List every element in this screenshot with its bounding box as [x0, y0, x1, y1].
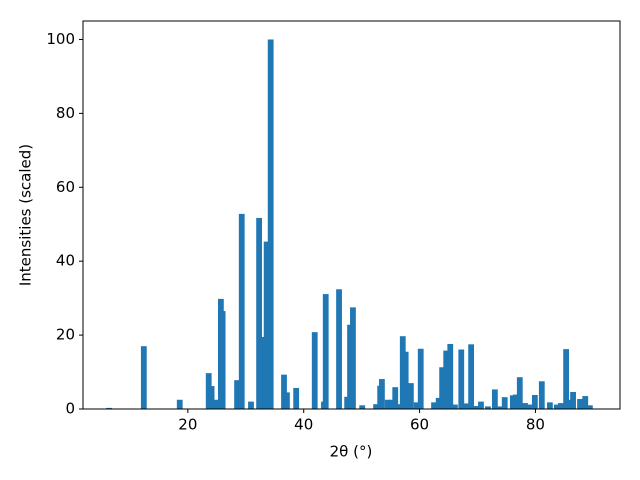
- bar: [570, 392, 576, 409]
- x-tick-label: 60: [410, 416, 429, 434]
- bar: [176, 399, 183, 409]
- bar: [263, 241, 270, 409]
- x-tick-label: 20: [178, 416, 197, 434]
- bar: [219, 311, 226, 409]
- plot-frame: [82, 20, 621, 410]
- y-tick-label: 80: [56, 104, 75, 122]
- y-tick-label: 0: [65, 400, 75, 418]
- bar: [350, 307, 356, 409]
- bar: [399, 336, 406, 409]
- bar: [379, 379, 385, 409]
- bar: [522, 403, 528, 409]
- bar: [553, 404, 560, 409]
- bar: [458, 349, 465, 409]
- bar: [566, 399, 572, 409]
- bar: [293, 387, 300, 409]
- x-tick-label: 40: [294, 416, 313, 434]
- bar: [384, 399, 391, 409]
- bar: [373, 404, 380, 409]
- bar: [212, 399, 219, 409]
- bar: [439, 367, 446, 409]
- bar: [281, 374, 287, 409]
- bar: [582, 396, 589, 409]
- bar: [491, 389, 498, 409]
- bar: [106, 407, 112, 409]
- bar: [431, 402, 437, 409]
- bar: [392, 387, 399, 409]
- bar: [359, 405, 366, 409]
- bar: [497, 406, 503, 409]
- bar: [267, 39, 274, 409]
- bar: [322, 294, 329, 409]
- bar: [238, 213, 245, 409]
- y-tick-label: 60: [56, 178, 75, 196]
- bar: [512, 394, 519, 409]
- bar: [256, 217, 262, 409]
- bar: [485, 406, 491, 409]
- bar: [417, 348, 424, 409]
- bar: [388, 399, 395, 409]
- bar: [586, 405, 593, 409]
- y-axis-label: Intensities (scaled): [17, 144, 35, 286]
- bar: [407, 383, 414, 409]
- bar: [516, 377, 523, 409]
- bar: [395, 404, 402, 409]
- x-tick-label: 80: [526, 416, 545, 434]
- bar: [563, 349, 570, 409]
- bar: [248, 401, 254, 409]
- bar: [463, 403, 469, 409]
- bar: [140, 346, 147, 409]
- bar: [234, 380, 240, 409]
- y-tick-label: 20: [56, 326, 75, 344]
- bar: [547, 402, 553, 409]
- bar: [284, 392, 290, 409]
- bar: [447, 343, 454, 409]
- y-tick-label: 40: [56, 252, 75, 270]
- bar: [577, 399, 583, 409]
- bar: [468, 344, 475, 409]
- bar: [501, 397, 508, 409]
- bar: [531, 394, 538, 409]
- bar: [208, 386, 215, 409]
- bar: [413, 402, 420, 409]
- bar: [526, 404, 532, 409]
- x-axis-label: 2θ (°): [330, 443, 373, 461]
- bar: [538, 381, 545, 409]
- bar: [558, 403, 564, 409]
- bar: [347, 324, 353, 409]
- bar: [452, 404, 458, 409]
- bar: [478, 401, 484, 409]
- bar: [311, 332, 318, 409]
- bar: [435, 397, 442, 409]
- bar: [336, 289, 342, 409]
- bar: [443, 350, 450, 409]
- y-tick-label: 100: [46, 30, 75, 48]
- bar: [402, 351, 409, 409]
- bar: [472, 406, 479, 409]
